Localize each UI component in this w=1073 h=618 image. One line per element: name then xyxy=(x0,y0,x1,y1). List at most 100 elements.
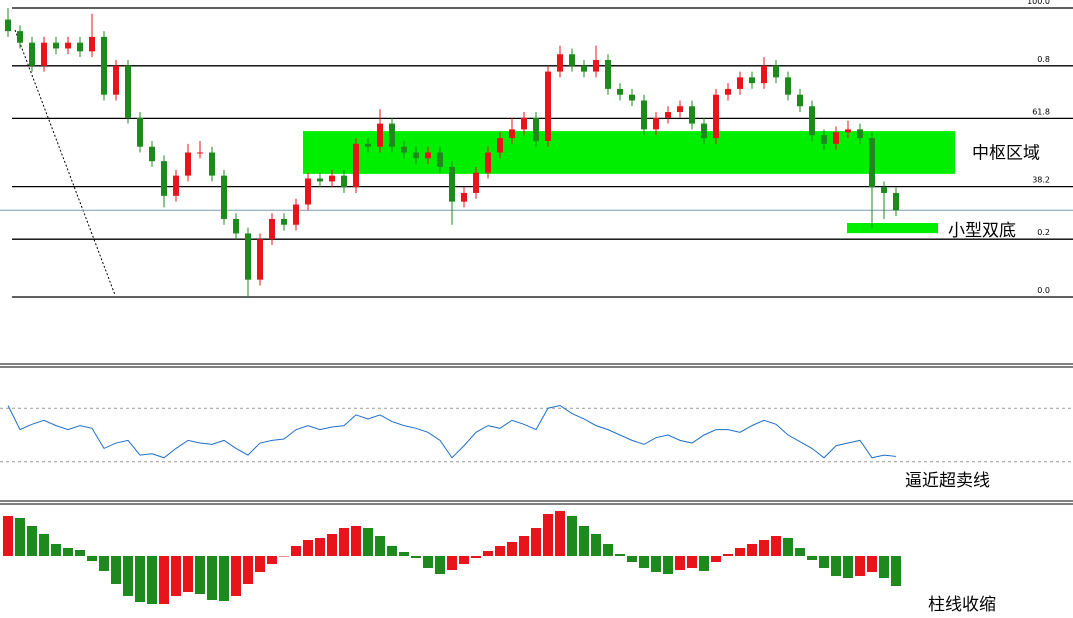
macd-bar xyxy=(219,556,229,601)
candle-body xyxy=(77,42,83,52)
macd-bar xyxy=(351,526,361,556)
candle-body xyxy=(461,192,467,202)
macd-bar xyxy=(255,556,265,572)
candle-body xyxy=(581,65,587,72)
candle-body xyxy=(473,172,479,193)
candle-body xyxy=(677,106,683,113)
candle-body xyxy=(209,152,215,176)
fib-label: 0.0 xyxy=(1037,286,1050,295)
macd-bar xyxy=(15,518,25,556)
macd-bar xyxy=(123,556,133,596)
macd-bar xyxy=(63,548,73,556)
candle-body xyxy=(869,138,875,188)
candle-body xyxy=(221,175,227,219)
macd-bar xyxy=(675,556,685,570)
macd-bar xyxy=(195,556,205,594)
fib-label: 38.2 xyxy=(1032,176,1050,185)
macd-bar xyxy=(375,536,385,556)
candle-body xyxy=(317,178,323,182)
candle-body xyxy=(389,123,395,147)
macd-bar xyxy=(243,556,253,584)
macd-bar xyxy=(291,546,301,556)
candle-body xyxy=(785,77,791,95)
macd-bar xyxy=(867,556,877,572)
macd-bar xyxy=(879,556,889,578)
macd-bar xyxy=(495,546,505,556)
fib-label: 100.0 xyxy=(1027,0,1050,6)
candle-body xyxy=(401,146,407,153)
candle-body xyxy=(881,187,887,193)
macd-bar xyxy=(411,556,421,558)
candle-body xyxy=(761,65,767,84)
macd-bar xyxy=(423,556,433,568)
macd-bar xyxy=(387,546,397,556)
candle-body xyxy=(365,143,371,147)
candle-body xyxy=(341,175,347,188)
macd-bar xyxy=(567,516,577,556)
candle-body xyxy=(893,192,899,211)
candle-body xyxy=(773,65,779,78)
macd-bar xyxy=(555,511,565,556)
candle-body xyxy=(449,166,455,202)
candle-body xyxy=(17,31,23,43)
zone xyxy=(303,131,955,174)
candle-body xyxy=(701,123,707,139)
macd-bar xyxy=(3,516,13,556)
candle-body xyxy=(233,218,239,234)
candle-body xyxy=(89,36,95,52)
candle-body xyxy=(857,129,863,139)
macd-bar xyxy=(171,556,181,596)
macd-bar xyxy=(579,526,589,556)
candle-body xyxy=(533,117,539,141)
candle-body xyxy=(725,88,731,95)
macd-bar xyxy=(723,554,733,556)
macd-bar xyxy=(747,544,757,556)
candle-body xyxy=(425,152,431,159)
candle-body xyxy=(65,42,71,49)
candle-body xyxy=(485,152,491,173)
macd-bar xyxy=(111,556,121,584)
macd-bar xyxy=(159,556,169,604)
candle-body xyxy=(617,88,623,95)
macd-bar xyxy=(279,556,289,557)
macd-bar xyxy=(267,556,277,564)
candle-body xyxy=(257,239,263,280)
candle-body xyxy=(845,129,851,133)
candle-body xyxy=(821,135,827,144)
candle-body xyxy=(269,218,275,240)
candle-body xyxy=(497,138,503,153)
macd-bar xyxy=(75,550,85,556)
macd-bar xyxy=(699,556,709,571)
macd-bar xyxy=(303,540,313,556)
candle-body xyxy=(329,175,335,182)
macd-bar xyxy=(135,556,145,602)
candle-body xyxy=(509,129,515,139)
candle-body xyxy=(125,65,131,118)
candle-body xyxy=(641,100,647,130)
macd-bar xyxy=(327,534,337,556)
macd-bar xyxy=(891,556,901,586)
candle-body xyxy=(113,65,119,95)
candle-body xyxy=(149,146,155,162)
macd-bar xyxy=(603,544,613,556)
candle-body xyxy=(137,117,143,147)
candle-body xyxy=(281,218,287,225)
candle-body xyxy=(545,71,551,141)
candle-body xyxy=(569,54,575,66)
candle-body xyxy=(689,106,695,124)
fib-label: 0.8 xyxy=(1037,55,1050,64)
macd-bar xyxy=(183,556,193,592)
macd-bar xyxy=(807,556,817,560)
zone xyxy=(847,223,938,234)
macd-bar xyxy=(819,556,829,568)
macd-bar xyxy=(231,556,241,596)
macd-bar xyxy=(831,556,841,576)
macd-bar xyxy=(783,538,793,556)
macd-bar xyxy=(651,556,661,572)
macd-bar xyxy=(459,556,469,564)
zone-label: 中枢区域 xyxy=(972,144,1040,164)
candle-body xyxy=(521,117,527,130)
candle-body xyxy=(653,117,659,130)
annotation: 柱线收缩 xyxy=(928,595,996,615)
